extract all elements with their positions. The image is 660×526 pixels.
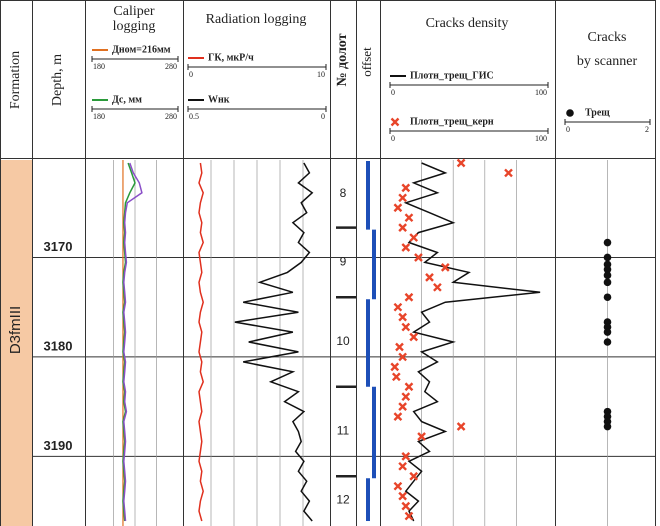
point (409, 471, 419, 481)
scale-label: 0.5 (189, 112, 199, 121)
legend-label: Плотн_трещ_керн (410, 116, 494, 127)
point (603, 278, 612, 287)
log-curve (403, 162, 541, 522)
point (401, 392, 411, 402)
bits-header: № долот (335, 33, 350, 86)
legend-marker (566, 109, 574, 117)
point (401, 322, 411, 332)
point (401, 243, 411, 252)
point (401, 452, 411, 461)
formation-name: D3fmIII (7, 306, 24, 354)
point (603, 271, 612, 280)
scale-label: 2 (645, 125, 649, 134)
point (603, 422, 612, 431)
bit-number: 9 (340, 255, 347, 269)
point (603, 338, 612, 346)
point (603, 328, 612, 336)
scale-label: 0 (566, 125, 570, 134)
track-title: Cracks (588, 30, 627, 45)
log-curve (123, 162, 143, 522)
point (398, 223, 407, 232)
point (456, 422, 466, 431)
legend-marker (390, 117, 400, 127)
point (409, 233, 419, 242)
point (395, 342, 404, 352)
point (404, 382, 414, 392)
point (390, 362, 400, 372)
bit-number: 8 (340, 186, 347, 200)
offset-header: offset (359, 47, 374, 77)
point (393, 302, 403, 312)
point (433, 282, 442, 292)
legend-label: Дном=216мм (112, 44, 171, 55)
depth-tick-label: 3190 (44, 438, 73, 453)
point (404, 292, 414, 302)
formation-header: Formation (8, 51, 23, 109)
point (398, 402, 407, 411)
point (440, 263, 450, 272)
point (404, 213, 414, 223)
scale-label: 10 (317, 70, 325, 79)
point (409, 332, 419, 342)
bit-number: 12 (336, 492, 350, 506)
point (603, 293, 612, 302)
legend-label: Трещ (585, 107, 610, 118)
point (398, 491, 407, 501)
track-title: Cracks density (426, 16, 509, 31)
point (603, 238, 612, 247)
point (401, 183, 411, 193)
log-curve (198, 162, 204, 522)
scale-label: 0 (321, 112, 325, 121)
point (393, 203, 403, 213)
point (414, 253, 423, 262)
legend-label: Плотн_трещ_ГИС (410, 70, 494, 81)
point (425, 273, 434, 282)
point (504, 168, 513, 178)
formation-band (0, 160, 32, 526)
legend-label: Wнк (208, 94, 230, 105)
scale-label: 0 (391, 134, 395, 143)
scale-label: 180 (93, 112, 105, 121)
bit-number: 11 (337, 424, 350, 438)
depth-tick-label: 3170 (44, 239, 73, 254)
point (398, 312, 407, 322)
track-title: logging (113, 19, 156, 34)
scale-label: 100 (535, 134, 547, 143)
point (456, 158, 466, 168)
point (398, 461, 407, 471)
scale-label: 280 (165, 62, 177, 71)
track-title: Radiation logging (206, 12, 307, 27)
log-curve (122, 162, 136, 522)
point (391, 372, 401, 382)
legend-label: ГК, мкР/ч (208, 52, 254, 63)
scale-label: 0 (391, 88, 395, 97)
track-title: Caliper (113, 4, 155, 19)
point (404, 511, 414, 521)
point (393, 412, 403, 421)
track-title: by scanner (577, 54, 638, 69)
point (393, 481, 403, 491)
point (398, 193, 407, 203)
scale-label: 180 (93, 62, 105, 71)
scale-label: 280 (165, 112, 177, 121)
point (603, 265, 612, 274)
log-curve (234, 162, 314, 522)
depth-tick-label: 3180 (44, 338, 73, 353)
point (398, 352, 407, 362)
scale-label: 0 (189, 70, 193, 79)
legend-label: Дс, мм (112, 94, 142, 105)
point (401, 501, 411, 511)
bit-number: 10 (336, 334, 350, 348)
point (603, 253, 612, 262)
point (417, 432, 426, 441)
scale-label: 100 (535, 88, 547, 97)
depth-header: Depth, m (50, 54, 65, 106)
